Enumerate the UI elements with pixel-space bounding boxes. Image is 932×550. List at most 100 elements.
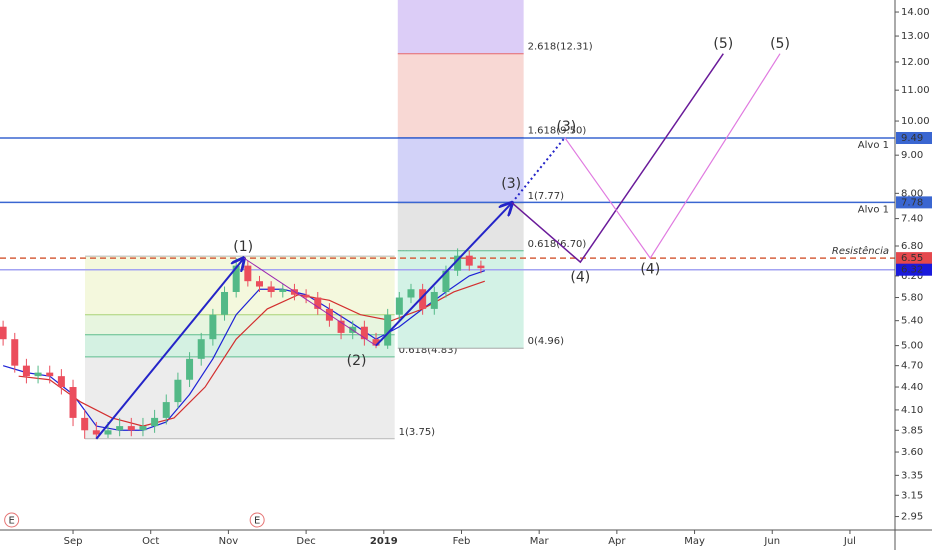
y-tick-label: 12.00 (901, 57, 930, 68)
y-tick-label: 6.80 (901, 241, 923, 252)
candle-body (69, 387, 77, 418)
candle-body (46, 372, 54, 377)
price-tag (896, 263, 932, 276)
price-tag (896, 252, 932, 265)
wave (564, 53, 781, 260)
y-tick-label: 3.85 (901, 425, 923, 436)
y-tick-label: 2.95 (901, 512, 923, 523)
candle-body (372, 339, 380, 346)
wave (375, 203, 512, 347)
candle-body (384, 314, 392, 346)
x-tick-label: Feb (453, 536, 471, 547)
fib-band (397, 137, 524, 203)
fib-band (84, 356, 395, 439)
wave-label: (4) (570, 269, 590, 285)
candle-body (419, 289, 427, 309)
price-tag-label: 6.32 (901, 265, 923, 276)
wave (95, 258, 244, 440)
candle-body (395, 297, 403, 315)
x-tick-label: Apr (608, 536, 626, 547)
y-tick-label: 3.60 (901, 447, 923, 458)
event-marker (4, 512, 20, 528)
y-tick-label: 9.00 (901, 150, 923, 161)
x-tick-label: 2019 (370, 536, 398, 547)
wave (511, 53, 724, 264)
y-tick-label: 3.15 (901, 490, 923, 501)
candle-body (174, 379, 182, 403)
fib-band (84, 256, 395, 315)
y-tick-label: 4.40 (901, 382, 923, 393)
event-label: E (254, 516, 260, 527)
candle-body (279, 289, 287, 292)
y-tick-label: 6.20 (901, 271, 923, 282)
time-axis (0, 530, 932, 550)
event-marker (249, 512, 265, 528)
wave-label: (5) (770, 36, 790, 52)
candle-body (244, 265, 252, 282)
candle-body (407, 289, 415, 298)
wave-label: (3) (501, 176, 521, 192)
candle-body (465, 255, 473, 266)
y-tick-label: 4.70 (901, 361, 923, 372)
fib-label: 1(7.77) (528, 191, 565, 202)
x-tick-label: Oct (142, 536, 159, 547)
candle-body (81, 417, 89, 431)
y-tick-label: 7.40 (901, 214, 923, 225)
candle-body (127, 426, 135, 431)
candle-body (92, 430, 100, 435)
candle-body (162, 402, 170, 418)
fib-band (397, 0, 524, 54)
fib-label: 2.618(12.31) (528, 42, 593, 53)
moving-average (18, 280, 485, 427)
wave-label: (4) (640, 262, 660, 278)
candle-body (232, 265, 240, 292)
wave (243, 257, 377, 347)
y-tick-label: 8.00 (901, 188, 923, 199)
candle-body (57, 376, 65, 388)
y-tick-label: 5.40 (901, 316, 923, 327)
price-tag-label: 6.55 (901, 253, 923, 264)
wave-label: (1) (233, 239, 253, 255)
candle-body (302, 294, 310, 298)
x-tick-label: Sep (64, 536, 83, 547)
x-tick-label: May (684, 536, 705, 547)
fib-band (397, 53, 524, 138)
candle-body (0, 326, 7, 340)
fib-label: 0.618(6.70) (528, 239, 587, 250)
fib-label: 0.618(4.83) (399, 345, 458, 356)
price-tag-label: 7.78 (901, 197, 923, 208)
y-tick-label: 4.10 (901, 405, 923, 416)
candle-body (197, 339, 205, 359)
price-tag (896, 132, 932, 145)
candle-body (360, 326, 368, 340)
wave (511, 137, 566, 204)
candle-body (267, 286, 275, 292)
y-tick-label: 3.35 (901, 470, 923, 481)
x-tick-label: Nov (219, 536, 239, 547)
fib-label: 1.618(9.50) (528, 126, 587, 137)
y-tick-label: 14.00 (901, 7, 930, 18)
candle-body (442, 270, 450, 292)
x-tick-label: Dec (296, 536, 315, 547)
candle-body (22, 365, 30, 377)
fib-band (84, 334, 395, 357)
candle-body (314, 297, 322, 309)
candle-body (337, 320, 345, 333)
wave-label: (3) (556, 119, 576, 135)
candle-body (151, 417, 159, 427)
line-label: Alvo 1 (858, 204, 889, 215)
candle-body (11, 339, 19, 366)
fib-label: 1(3.75) (399, 427, 436, 438)
price-tag-label: 9.49 (901, 133, 923, 144)
candle-body (139, 426, 147, 431)
line-label: Resistência (832, 245, 889, 257)
candle-body (34, 372, 42, 377)
x-tick-label: Mar (530, 536, 550, 547)
event-label: E (8, 516, 14, 527)
candle-body (430, 291, 438, 309)
wave-label: (2) (347, 353, 367, 369)
fib-label: 0(4.96) (528, 336, 565, 347)
x-tick-label: Jul (843, 536, 856, 547)
y-tick-label: 10.00 (901, 116, 930, 127)
x-tick-label: Jun (763, 536, 780, 547)
